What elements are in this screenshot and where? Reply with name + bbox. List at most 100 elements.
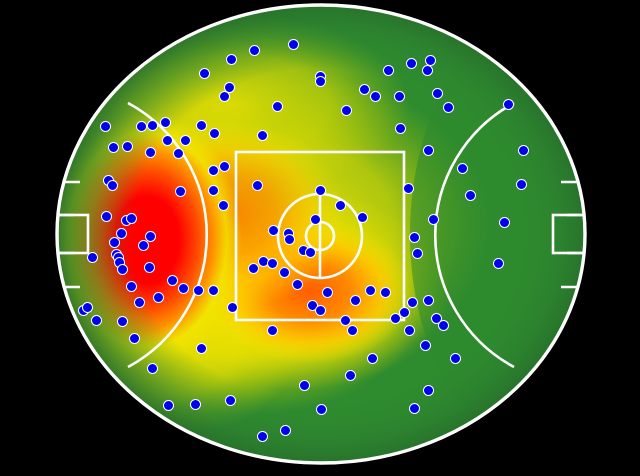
event-point (166, 274, 178, 286)
event-point (464, 189, 476, 201)
event-point (315, 403, 327, 415)
event-point (502, 98, 514, 110)
event-point (517, 144, 529, 156)
event-point (115, 227, 127, 239)
event-point (161, 134, 173, 146)
event-point (207, 184, 219, 196)
event-point (408, 402, 420, 414)
event-point (207, 284, 219, 296)
event-point (271, 100, 283, 112)
event-point (431, 87, 443, 99)
event-point (133, 296, 145, 308)
event-point (125, 212, 137, 224)
event-point (248, 44, 260, 56)
event-point (189, 398, 201, 410)
event-point (403, 324, 415, 336)
event-point (298, 379, 310, 391)
event-point (159, 116, 171, 128)
event-point (346, 324, 358, 336)
event-point (144, 230, 156, 242)
event-point (146, 362, 158, 374)
event-point (135, 120, 147, 132)
event-point (515, 178, 527, 190)
event-point (498, 216, 510, 228)
event-point (177, 282, 189, 294)
event-point (125, 280, 137, 292)
event-point (266, 324, 278, 336)
left-fifty-arc (127, 101, 209, 369)
event-point (358, 83, 370, 95)
event-point (218, 90, 230, 102)
event-point (207, 164, 219, 176)
event-point (419, 339, 431, 351)
event-point (256, 430, 268, 442)
event-point (172, 147, 184, 159)
event-point (143, 261, 155, 273)
event-point (198, 67, 210, 79)
event-point (146, 119, 158, 131)
event-point (394, 122, 406, 134)
event-point (393, 90, 405, 102)
event-point (224, 394, 236, 406)
boundary-oval (55, 3, 587, 465)
event-point (424, 54, 436, 66)
event-point (152, 291, 164, 303)
event-point (411, 247, 423, 259)
event-point (356, 211, 368, 223)
event-point (427, 213, 439, 225)
event-point (492, 257, 504, 269)
center-square (234, 150, 406, 322)
event-point (116, 315, 128, 327)
event-point (100, 210, 112, 222)
event-point (314, 75, 326, 87)
event-point (442, 101, 454, 113)
event-point (278, 266, 290, 278)
event-point (266, 257, 278, 269)
event-point (402, 182, 414, 194)
event-point (321, 286, 333, 298)
event-point (195, 119, 207, 131)
event-point (195, 342, 207, 354)
event-point (291, 278, 303, 290)
event-point (349, 294, 361, 306)
event-point (99, 120, 111, 132)
event-point (106, 179, 118, 191)
event-point (304, 246, 316, 258)
event-point (379, 286, 391, 298)
event-point (90, 314, 102, 326)
event-point (86, 251, 98, 263)
event-point (208, 127, 220, 139)
event-point (408, 231, 420, 243)
event-point (256, 129, 268, 141)
event-point (128, 332, 140, 344)
event-point (369, 90, 381, 102)
event-point (251, 179, 263, 191)
event-point (398, 306, 410, 318)
event-point (121, 140, 133, 152)
event-point (422, 294, 434, 306)
event-point (430, 312, 442, 324)
event-point (174, 185, 186, 197)
event-point (422, 384, 434, 396)
event-point (422, 144, 434, 156)
event-point (279, 424, 291, 436)
event-point (405, 57, 417, 69)
event-point (366, 352, 378, 364)
event-point (81, 301, 93, 313)
event-point (334, 199, 346, 211)
event-point (389, 312, 401, 324)
event-point (223, 81, 235, 93)
event-point (364, 284, 376, 296)
event-point (107, 141, 119, 153)
event-point (287, 38, 299, 50)
event-point (344, 369, 356, 381)
event-point (340, 104, 352, 116)
event-point (116, 263, 128, 275)
event-point (192, 284, 204, 296)
event-point (226, 301, 238, 313)
event-point (179, 134, 191, 146)
